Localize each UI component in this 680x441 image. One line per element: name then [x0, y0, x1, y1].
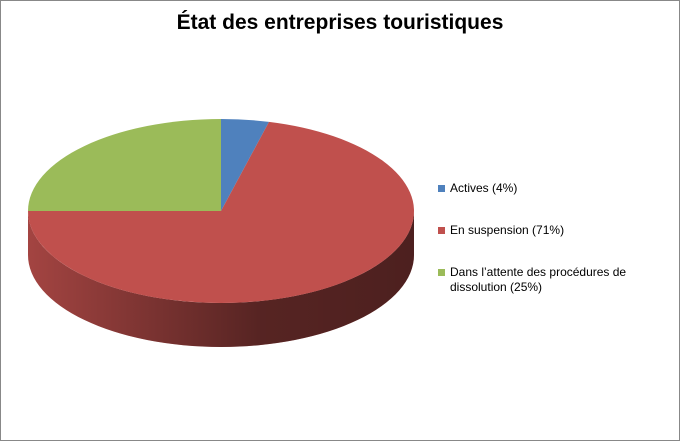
legend-item: Actives (4%) — [438, 181, 658, 196]
chart-title: État des entreprises touristiques — [176, 11, 504, 34]
slice — [28, 121, 414, 303]
legend-item: Dans l’attente des procédures de dissolu… — [438, 265, 658, 295]
legend-label: En suspension (71%) — [450, 223, 565, 237]
legend-swatch — [438, 185, 445, 192]
legend-swatch — [438, 269, 445, 276]
slice — [221, 119, 269, 211]
slice-side-shade — [28, 211, 414, 347]
legend-swatch — [438, 227, 445, 234]
slice — [28, 119, 221, 211]
legend-label: Dans l’attente des procédures de dissolu… — [450, 265, 627, 294]
legend: Actives (4%) En suspension (71%) Dans l’at… — [438, 181, 658, 322]
legend-label: Actives (4%) — [450, 181, 518, 195]
legend-item: En suspension (71%) — [438, 223, 658, 238]
